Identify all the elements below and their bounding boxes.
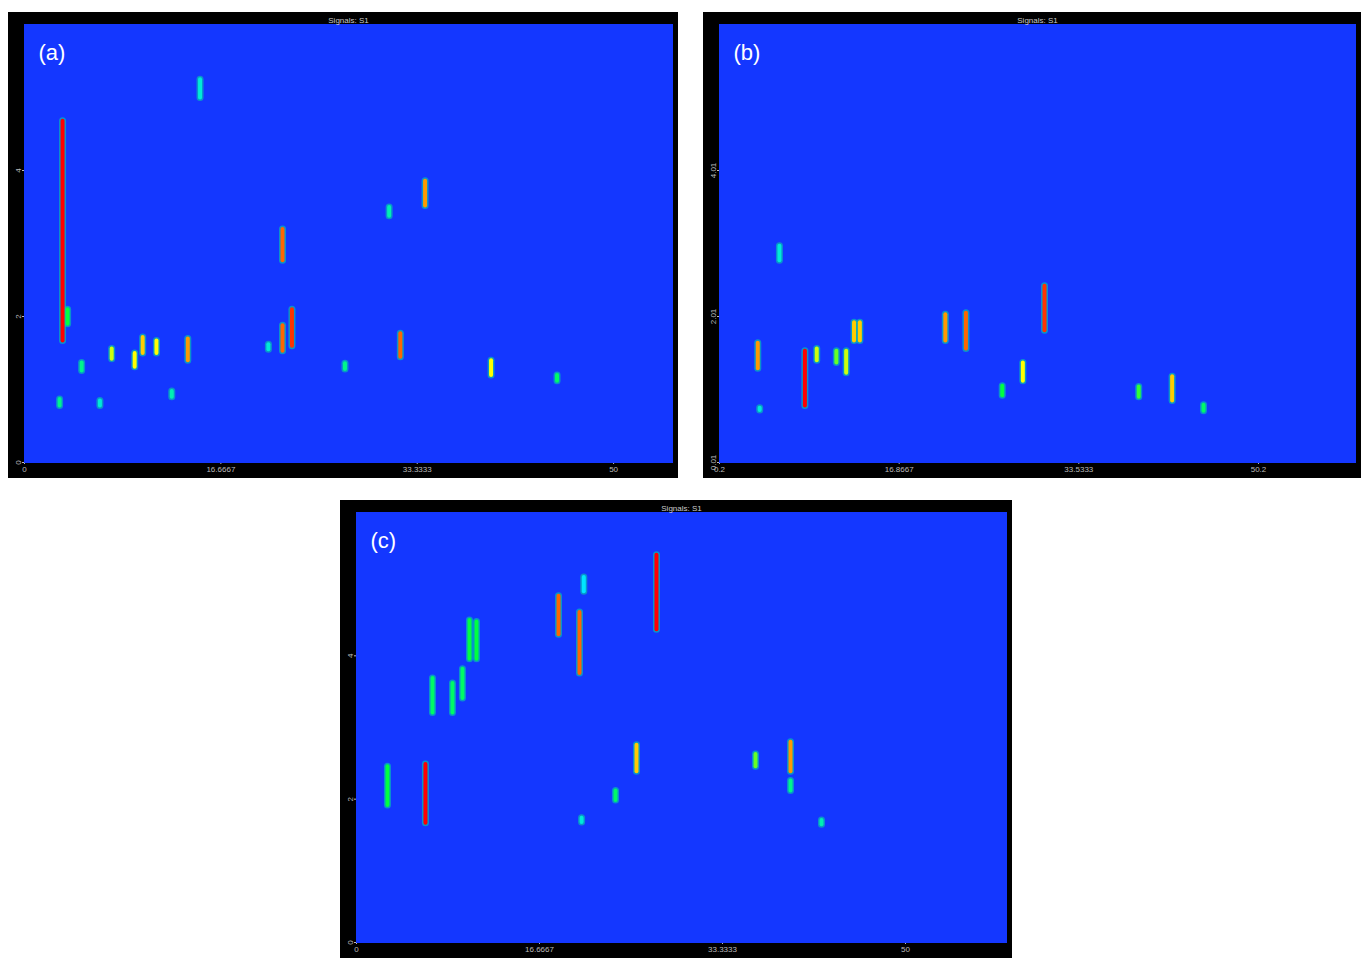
svg-text:16.6667: 16.6667 <box>206 465 235 474</box>
svg-text:50: 50 <box>609 465 618 474</box>
svg-text:Signals: S1: Signals: S1 <box>661 504 702 513</box>
svg-text:2: 2 <box>346 796 355 801</box>
svg-text:2.01: 2.01 <box>709 308 718 324</box>
svg-text:4.01: 4.01 <box>709 162 718 178</box>
svg-text:2: 2 <box>14 314 23 319</box>
svg-text:4: 4 <box>346 653 355 658</box>
svg-text:33.3333: 33.3333 <box>708 945 737 954</box>
svg-text:50: 50 <box>901 945 910 954</box>
svg-text:0: 0 <box>14 460 23 465</box>
svg-text:33.3333: 33.3333 <box>403 465 432 474</box>
svg-text:0: 0 <box>346 940 355 945</box>
svg-text:16.8667: 16.8667 <box>885 465 914 474</box>
svg-text:(b): (b) <box>734 40 761 65</box>
svg-text:33.5333: 33.5333 <box>1064 465 1093 474</box>
svg-text:0.2: 0.2 <box>714 465 726 474</box>
svg-text:0: 0 <box>354 945 359 954</box>
svg-text:Signals: S1: Signals: S1 <box>1017 16 1058 25</box>
svg-text:(a): (a) <box>39 40 66 65</box>
svg-text:(c): (c) <box>371 528 397 553</box>
svg-text:16.6667: 16.6667 <box>525 945 554 954</box>
svg-text:Signals: S1: Signals: S1 <box>328 16 369 25</box>
svg-text:0: 0 <box>22 465 27 474</box>
svg-text:0.01: 0.01 <box>708 454 718 471</box>
svg-text:50.2: 50.2 <box>1251 465 1267 474</box>
svg-text:4: 4 <box>14 168 23 173</box>
